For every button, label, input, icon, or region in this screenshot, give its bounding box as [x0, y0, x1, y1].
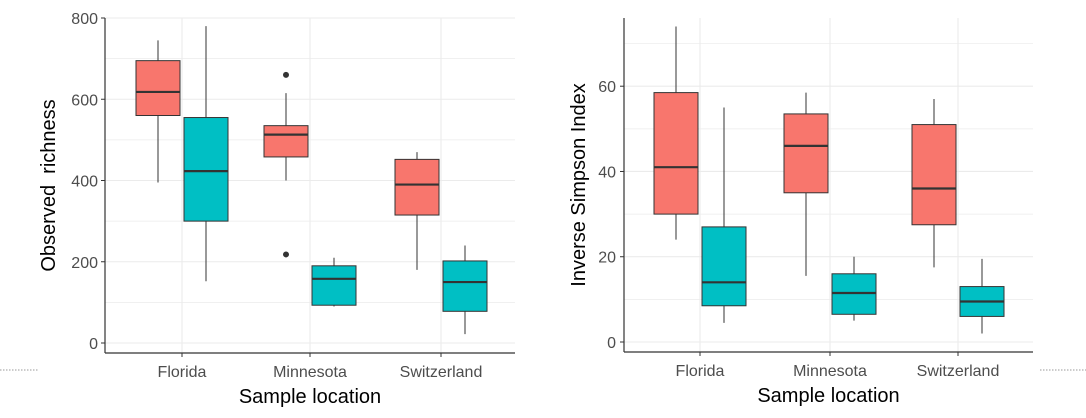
box-pink-florida	[135, 60, 181, 116]
box-teal-minnesota	[311, 265, 357, 306]
box-teal-florida	[183, 117, 229, 222]
observed-richness-panel: 0 200 400 600 800 Florida Minnesota Switzerland…	[38, 11, 515, 408]
box-teal-switzerland	[442, 260, 488, 312]
y-tick-label: 400	[71, 174, 98, 191]
x-tick-label: Florida	[158, 364, 207, 381]
y-tick-label: 200	[71, 255, 98, 272]
y-tick-label: 600	[71, 92, 98, 109]
y-tick-label: 0	[607, 335, 616, 352]
x-axis-title: Sample location	[239, 386, 381, 408]
x-tick-label: Switzerland	[400, 364, 483, 381]
outlier-point	[283, 251, 289, 258]
x-tick-label: Florida	[676, 363, 725, 380]
x-tick-label: Minnesota	[793, 363, 867, 380]
x-axis-title: Sample location	[757, 385, 899, 407]
y-tick-label: 0	[89, 336, 98, 353]
x-tick-label: Switzerland	[917, 363, 1000, 380]
box-pink-switzerland	[911, 124, 957, 226]
y-tick-label: 60	[598, 79, 616, 96]
box-teal-florida	[701, 226, 747, 307]
y-tick-label: 40	[598, 164, 616, 181]
outlier-point	[283, 71, 289, 78]
y-axis-title: Inverse Simpson Index	[568, 83, 590, 286]
y-tick-label: 20	[598, 250, 616, 267]
box-pink-minnesota	[783, 113, 829, 194]
box-pink-switzerland	[394, 158, 440, 216]
y-tick-label: 800	[71, 11, 98, 28]
box-pink-minnesota	[263, 125, 309, 158]
x-tick-label: Minnesota	[273, 364, 347, 381]
inverse-simpson-panel: 0 20 40 60 Florida Minnesota Switzerland Sample…	[568, 18, 1033, 407]
y-axis-title: Observed richness	[38, 99, 60, 271]
box-pink-florida	[653, 92, 699, 215]
